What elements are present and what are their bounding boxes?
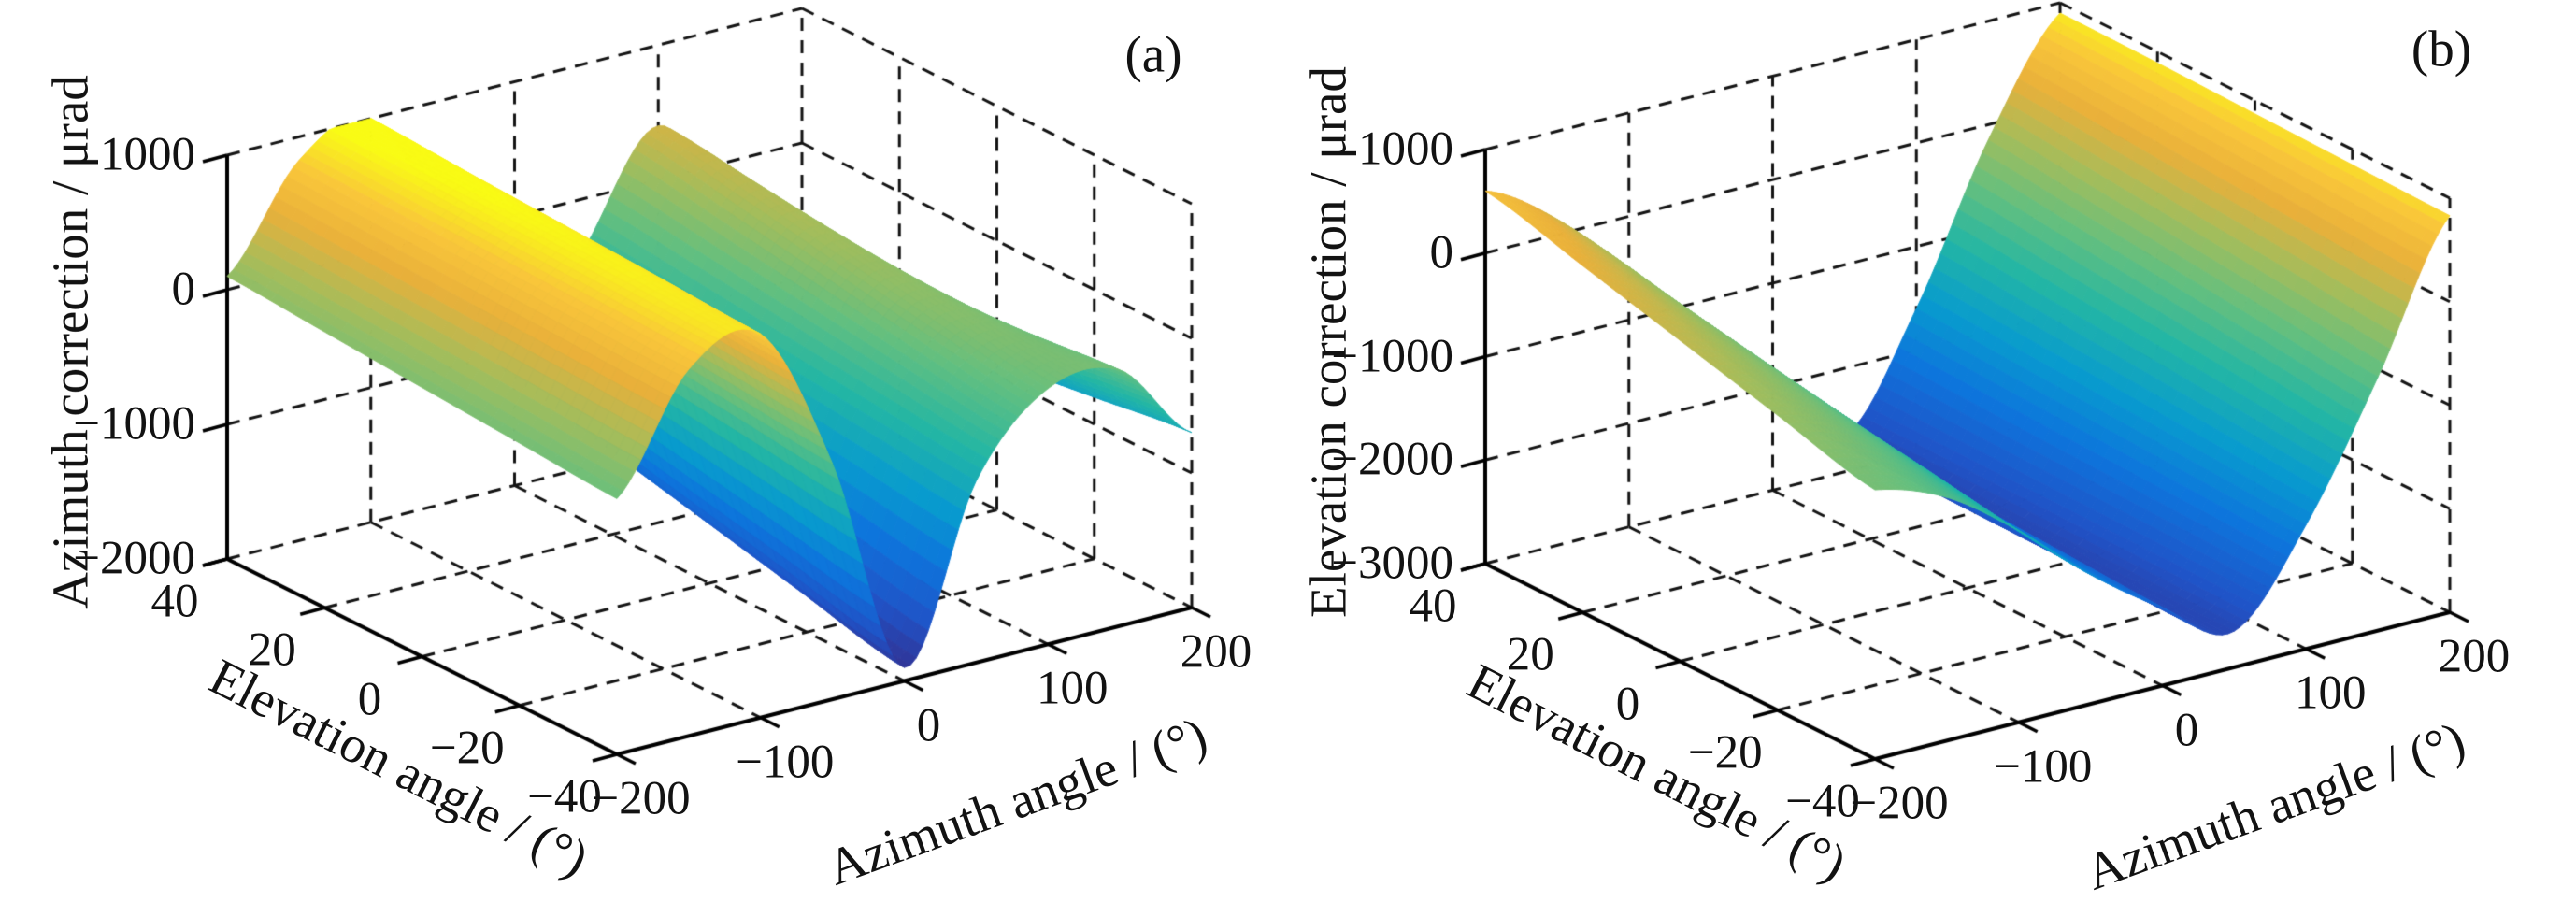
y-tick-label: 0 [357, 673, 382, 725]
y-tick-label: 0 [1615, 678, 1640, 730]
z-tick-label: −3000 [1331, 537, 1453, 590]
x-tick-label: 200 [2438, 630, 2511, 683]
y-tick-label: 20 [1506, 628, 1554, 681]
y-tick-label: −40 [527, 770, 602, 823]
x-tick-label: −100 [1994, 740, 2093, 794]
panel-letter-a: (a) [1124, 25, 1182, 83]
x-tick-label: 100 [1037, 662, 1109, 715]
x-tick-label: 0 [2174, 704, 2199, 756]
z-tick-label: 0 [1429, 226, 1454, 279]
z-tick-label: −1000 [1331, 330, 1453, 382]
panel-letter-b: (b) [2411, 20, 2472, 78]
z-axis-label-a: Azimuth correction / μrad [41, 75, 99, 609]
z-tick-label: −2000 [1331, 433, 1453, 486]
y-tick-label: −20 [1687, 726, 1763, 780]
y-tick-label: 40 [1409, 580, 1457, 633]
y-tick-label: 40 [150, 575, 199, 628]
z-tick-label: −2000 [73, 532, 195, 585]
z-tick-label: 1000 [1358, 122, 1453, 176]
x-tick-label: 0 [916, 699, 941, 752]
x-tick-label: −100 [736, 736, 835, 789]
z-tick-label: 1000 [100, 128, 195, 181]
y-tick-label: −40 [1785, 775, 1860, 828]
z-tick-label: 0 [171, 263, 196, 316]
y-tick-label: 20 [248, 623, 296, 677]
x-tick-label: 100 [2295, 666, 2367, 720]
x-tick-label: −200 [592, 772, 691, 825]
x-tick-label: −200 [1850, 777, 1949, 830]
z-tick-label: −1000 [73, 397, 195, 451]
x-tick-label: 200 [1180, 625, 1252, 679]
y-tick-label: −20 [429, 722, 505, 775]
